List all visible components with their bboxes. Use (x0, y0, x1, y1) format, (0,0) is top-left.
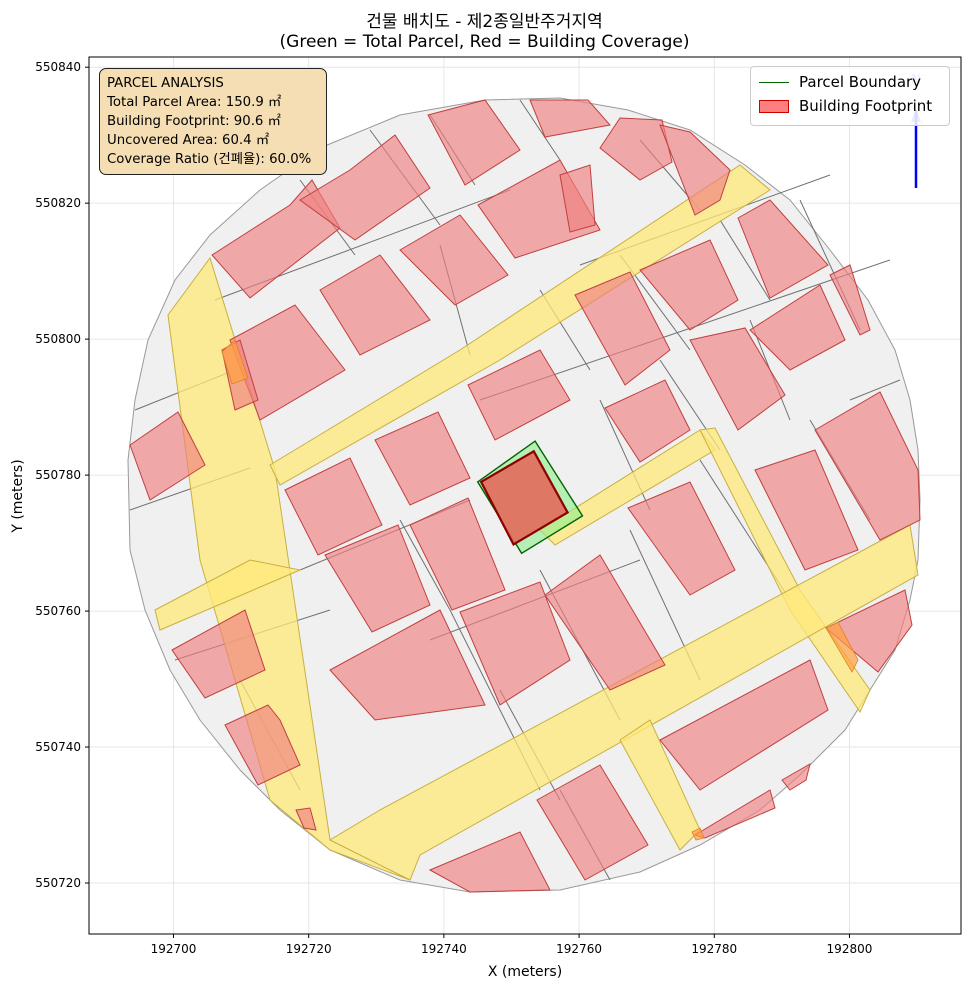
neighbor-buildings (129, 99, 921, 893)
x-tick-label: 192700 (151, 942, 197, 956)
target-building[interactable] (479, 449, 570, 546)
road-diagonal-north (269, 164, 771, 486)
y-axis-label: Y (meters) (10, 459, 26, 533)
legend: Parcel Boundary Building Footprint (750, 66, 950, 126)
y-tick-label: 550720 (35, 876, 81, 890)
y-tick-label: 550800 (35, 332, 81, 346)
parcel-boundary-swatch (759, 81, 789, 83)
y-tick-label: 550820 (35, 196, 81, 210)
legend-label-parcel-boundary: Parcel Boundary (799, 73, 922, 91)
axes-frame (88, 56, 962, 935)
overlap-fragments (221, 339, 859, 841)
x-tick-label: 192800 (827, 942, 873, 956)
x-tick-label: 192760 (556, 942, 602, 956)
chart-title-line1: 건물 배치도 - 제2종일반주거지역 (366, 12, 603, 32)
y-tick-label: 550740 (35, 740, 81, 754)
legend-item-parcel-boundary: Parcel Boundary (759, 73, 921, 91)
x-tick-label: 192780 (691, 942, 737, 956)
info-footprint: Building Footprint: 90.6 ㎡ (107, 114, 281, 129)
y-tick-label: 550780 (35, 468, 81, 482)
x-axis-ticks: 192700 192720 192740 192760 192780 192800 (151, 934, 873, 956)
y-axis-ticks: 550720 550740 550760 550780 550800 550820 5508… (35, 60, 89, 890)
info-heading: PARCEL ANALYSIS (107, 76, 224, 91)
y-tick-label: 550840 (35, 60, 81, 74)
legend-label-building-footprint: Building Footprint (799, 97, 933, 115)
legend-item-building-footprint: Building Footprint (759, 97, 932, 115)
building-footprint-swatch (759, 99, 789, 113)
info-coverage: Coverage Ratio (건폐율): 60.0% (107, 152, 312, 167)
info-uncovered: Uncovered Area: 60.4 ㎡ (107, 133, 270, 148)
road-center (154, 559, 302, 631)
map-layer: N (127, 73, 921, 893)
x-tick-label: 192720 (286, 942, 332, 956)
parcel-analysis-box: PARCEL ANALYSIS Total Parcel Area: 150.9… (99, 68, 327, 175)
info-total-area: Total Parcel Area: 150.9 ㎡ (107, 95, 282, 110)
y-tick-label: 550760 (35, 604, 81, 618)
x-tick-label: 192740 (421, 942, 467, 956)
x-axis-label: X (meters) (488, 964, 562, 980)
chart-title-line2: (Green = Total Parcel, Red = Building Co… (279, 32, 690, 52)
roads (154, 164, 919, 881)
